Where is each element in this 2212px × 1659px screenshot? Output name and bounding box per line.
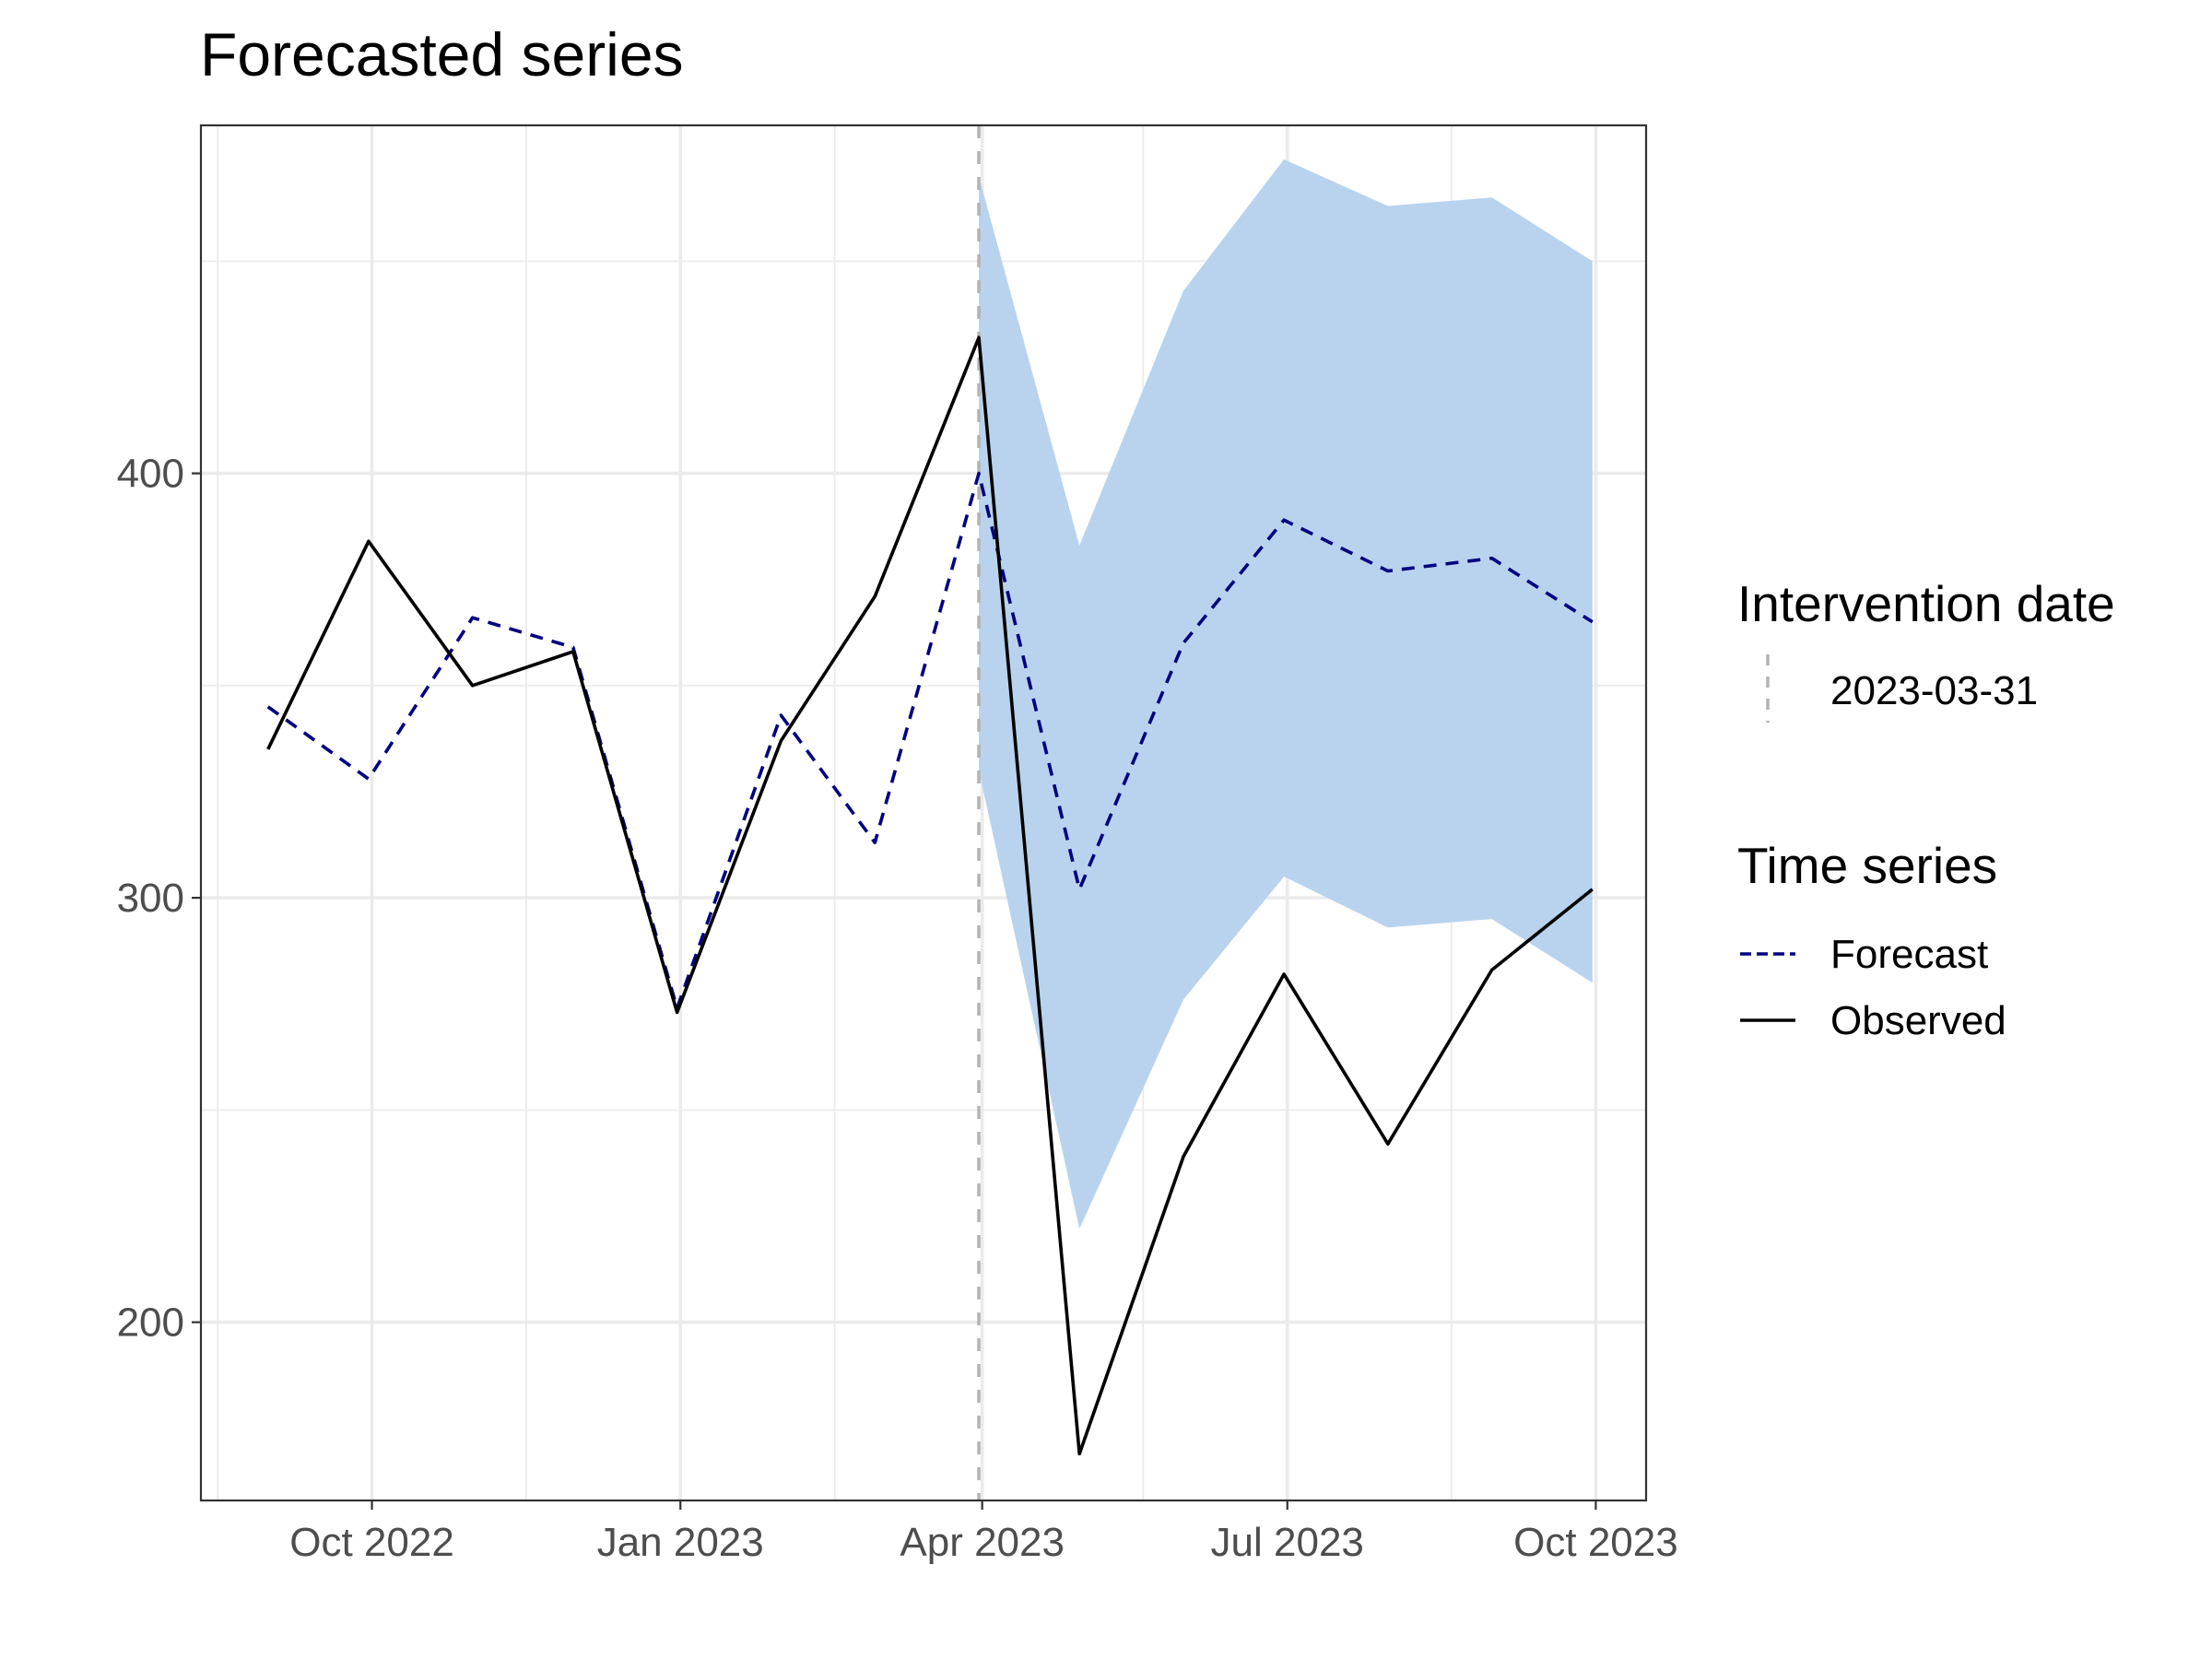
x-tick-label-0: Oct 2022	[289, 1520, 454, 1565]
x-tick-label-3: Jul 2023	[1211, 1520, 1364, 1565]
legend-label-forecast: Forecast	[1830, 932, 1988, 977]
observed-line	[266, 335, 1594, 1456]
legend-label-intervention: 2023-03-31	[1830, 668, 2038, 713]
y-tick-label-2: 400	[117, 452, 184, 497]
x-tick-label-4: Oct 2023	[1513, 1520, 1678, 1565]
plot-area: 200 300 400 Oct 2022 Jan 2023 Apr 2023 Jul 202…	[117, 124, 1678, 1565]
forecast-interval-ribbon	[979, 159, 1593, 1230]
legend-label-observed: Observed	[1830, 998, 2006, 1043]
legend-title-intervention: Intervention date	[1737, 575, 2115, 632]
panel-border	[199, 124, 1648, 1502]
chart-title: Forecasted series	[200, 20, 684, 88]
y-tick-label-0: 200	[117, 1300, 184, 1346]
legend: Intervention date 2023-03-31 Time series…	[1737, 575, 2115, 1043]
y-tick-label-1: 300	[117, 876, 184, 921]
x-tick-label-1: Jan 2023	[597, 1520, 764, 1565]
forecast-line	[266, 471, 1594, 1010]
x-tick-label-2: Apr 2023	[900, 1520, 1065, 1565]
legend-title-series: Time series	[1737, 837, 1997, 894]
